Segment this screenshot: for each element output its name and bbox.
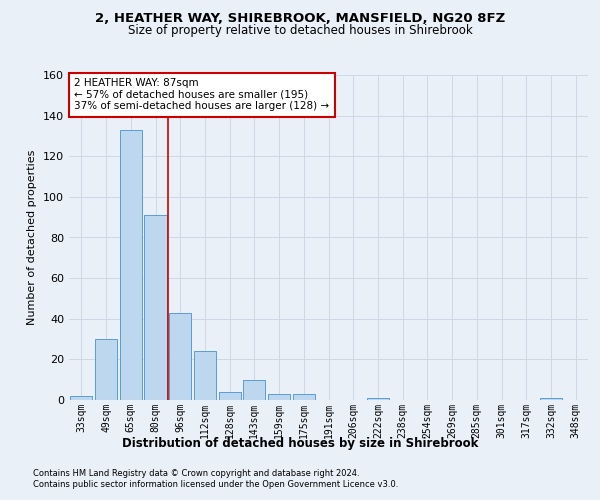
Bar <box>293 394 315 400</box>
Bar <box>70 396 92 400</box>
Bar <box>540 398 562 400</box>
Bar <box>218 392 241 400</box>
Bar <box>194 351 216 400</box>
Text: Distribution of detached houses by size in Shirebrook: Distribution of detached houses by size … <box>122 438 478 450</box>
Bar <box>243 380 265 400</box>
Bar <box>119 130 142 400</box>
Text: Size of property relative to detached houses in Shirebrook: Size of property relative to detached ho… <box>128 24 472 37</box>
Text: Contains HM Land Registry data © Crown copyright and database right 2024.: Contains HM Land Registry data © Crown c… <box>33 469 359 478</box>
Text: 2, HEATHER WAY, SHIREBROOK, MANSFIELD, NG20 8FZ: 2, HEATHER WAY, SHIREBROOK, MANSFIELD, N… <box>95 12 505 26</box>
Text: 2 HEATHER WAY: 87sqm
← 57% of detached houses are smaller (195)
37% of semi-deta: 2 HEATHER WAY: 87sqm ← 57% of detached h… <box>74 78 329 112</box>
Y-axis label: Number of detached properties: Number of detached properties <box>28 150 37 325</box>
Bar <box>367 398 389 400</box>
Bar <box>268 394 290 400</box>
Text: Contains public sector information licensed under the Open Government Licence v3: Contains public sector information licen… <box>33 480 398 489</box>
Bar <box>95 339 117 400</box>
Bar <box>169 312 191 400</box>
Bar <box>145 215 167 400</box>
